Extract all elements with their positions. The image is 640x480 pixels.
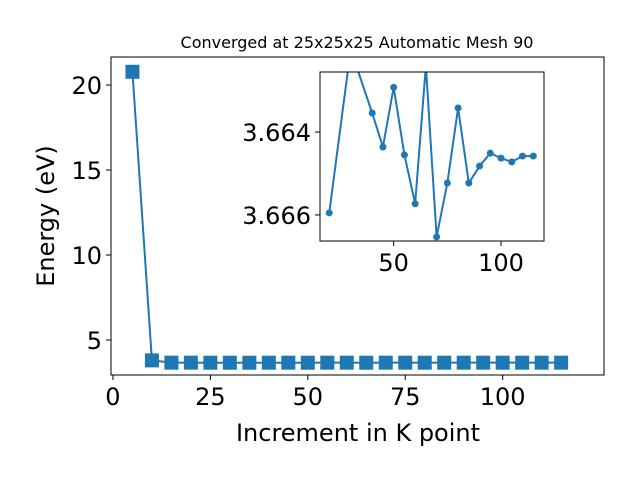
data-point	[390, 83, 398, 91]
data-point	[368, 109, 376, 117]
data-point	[515, 355, 530, 370]
data-point	[433, 233, 441, 241]
data-point	[465, 179, 473, 187]
data-point	[261, 355, 276, 370]
x-tick-label: 0	[105, 383, 120, 411]
x-axis-label: Increment in K point	[236, 419, 480, 447]
y-tick-label: 5	[87, 327, 102, 355]
data-point	[422, 62, 429, 69]
x-tick-label: 25	[195, 383, 226, 411]
data-point	[508, 158, 516, 166]
y-tick-label: 10	[71, 242, 102, 270]
data-point	[183, 355, 198, 370]
data-point	[222, 355, 237, 370]
data-point	[417, 355, 432, 370]
axes-frame	[110, 56, 605, 376]
data-point	[339, 355, 354, 370]
plot-area	[125, 64, 569, 370]
data-point	[125, 64, 140, 79]
x-tick-label: 50	[293, 383, 324, 411]
data-point	[359, 355, 374, 370]
data-point	[144, 353, 159, 368]
y-tick-label: 20	[71, 72, 102, 100]
data-point	[411, 200, 419, 208]
data-point	[443, 179, 451, 187]
axes-frame	[319, 71, 545, 242]
data-point	[320, 355, 335, 370]
data-point	[529, 152, 537, 160]
data-point	[456, 355, 471, 370]
data-point	[476, 355, 491, 370]
data-point	[519, 152, 527, 160]
data-point	[495, 355, 510, 370]
y-tick-label: 3.666	[242, 202, 311, 230]
plot-area	[325, 62, 537, 241]
chart-title: Converged at 25x25x25 Automatic Mesh 90	[181, 33, 534, 52]
data-point	[476, 162, 484, 170]
x-tick-label: 50	[378, 249, 409, 277]
data-point	[454, 104, 462, 112]
data-point	[554, 355, 569, 370]
data-point	[203, 355, 218, 370]
data-point	[379, 143, 387, 151]
y-tick-label: 15	[71, 157, 102, 185]
x-tick-label: 100	[478, 249, 524, 277]
y-tick-label: 3.664	[242, 119, 311, 147]
data-point	[281, 355, 296, 370]
data-point	[325, 209, 333, 217]
data-point	[534, 355, 549, 370]
x-tick-label: 75	[390, 383, 421, 411]
data-point	[378, 355, 393, 370]
data-point	[497, 154, 505, 162]
data-point	[486, 149, 494, 157]
data-point	[398, 355, 413, 370]
data-point	[300, 355, 315, 370]
data-point	[400, 151, 408, 159]
x-tick-label: 100	[480, 383, 526, 411]
data-point	[164, 355, 179, 370]
y-axis-label: Energy (eV)	[32, 145, 60, 287]
data-point	[437, 355, 452, 370]
data-point	[242, 355, 257, 370]
